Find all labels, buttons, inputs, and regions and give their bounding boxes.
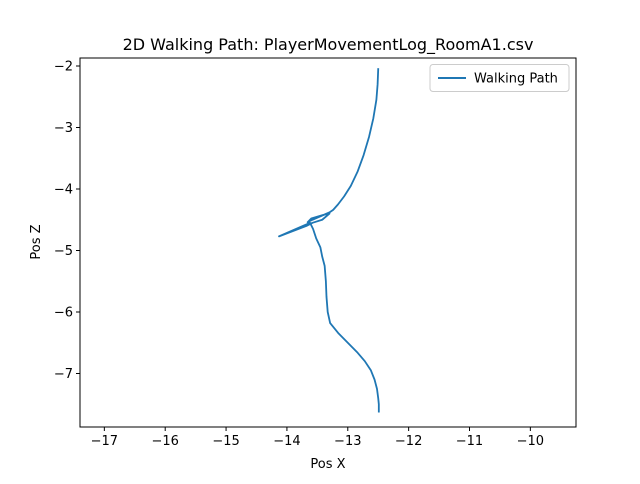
chart-title: 2D Walking Path: PlayerMovementLog_RoomA… [123, 35, 534, 55]
plot-area [80, 58, 576, 427]
y-tick-label: −5 [54, 244, 73, 259]
x-tick-label: −13 [334, 434, 361, 449]
y-tick-label: −6 [54, 305, 73, 320]
x-tick-label: −10 [517, 434, 544, 449]
x-tick-label: −17 [91, 434, 118, 449]
y-tick-label: −4 [54, 182, 73, 197]
x-tick-label: −11 [456, 434, 483, 449]
x-ticks: −17 −16 −15 −14 −13 −12 −11 −10 [91, 427, 544, 449]
legend: Walking Path [429, 64, 570, 92]
series-line-walking-path [278, 68, 380, 413]
x-tick-label: −16 [151, 434, 178, 449]
x-tick-label: −15 [212, 434, 239, 449]
y-ticks: −2 −3 −4 −5 −6 −7 [54, 59, 80, 382]
series-layer [278, 68, 380, 413]
y-axis-label: Pos Z [29, 224, 44, 259]
y-tick-label: −2 [54, 59, 73, 74]
legend-box [429, 64, 570, 92]
plot-frame [79, 57, 577, 428]
legend-label-walking-path: Walking Path [474, 72, 558, 87]
x-tick-label: −14 [273, 434, 300, 449]
x-axis-label: Pos X [310, 457, 345, 472]
x-tick-label: −12 [395, 434, 422, 449]
y-tick-label: −7 [54, 367, 73, 382]
y-tick-label: −3 [54, 121, 73, 136]
